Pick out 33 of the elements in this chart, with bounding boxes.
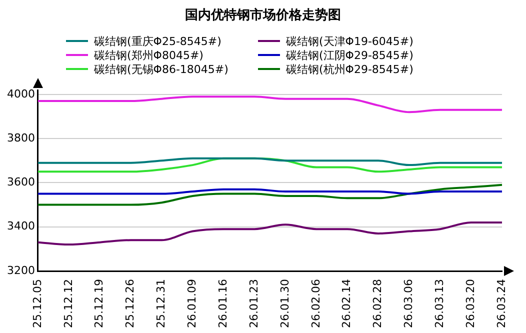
line-series	[36, 96, 503, 114]
x-tick-label: 25.12.19	[92, 279, 106, 328]
line-series	[36, 157, 503, 166]
x-tick-label: 25.12.12	[62, 279, 75, 328]
x-tick-label: 26.01.23	[247, 279, 260, 328]
x-tick-label: 26.02.06	[309, 279, 322, 328]
legend-label: 碳结钢(杭州Φ29-8545#)	[286, 62, 414, 76]
x-tick-label: 25.12.05	[30, 279, 44, 328]
line-series	[36, 184, 503, 206]
legend-label: 碳结钢(江阴Φ29-8545#)	[286, 48, 414, 62]
x-tick-label: 26.02.14	[340, 279, 354, 328]
x-tick-label: 26.03.13	[432, 279, 446, 328]
x-tick-label: 26.01.16	[216, 279, 230, 328]
x-tick-label: 26.03.24	[494, 279, 508, 328]
legend-label: 碳结钢(郑州Φ8045#)	[94, 48, 204, 62]
legend-label: 碳结钢(重庆Φ25-8545#)	[94, 34, 222, 48]
x-tick-label: 26.03.06	[402, 279, 416, 328]
legend-label: 碳结钢(天津Φ19-6045#)	[286, 34, 414, 48]
chart-title: 国内优特钢市场价格走势图	[184, 6, 342, 24]
x-tick-label: 26.01.09	[186, 279, 199, 328]
x-tick-label: 26.01.30	[278, 279, 292, 328]
x-tick-label: 25.12.31	[154, 279, 168, 328]
y-tick-label: 4000	[6, 87, 35, 100]
x-tick-label: 26.03.20	[464, 279, 477, 328]
x-tick-label: 26.02.28	[371, 279, 384, 328]
legend-label: 碳结钢(无锡Φ86-18045#)	[94, 62, 228, 76]
x-tick-label: 25.12.26	[124, 279, 137, 328]
line-series	[36, 221, 503, 246]
y-tick-label: 3800	[6, 131, 35, 144]
y-tick-label: 3600	[6, 176, 35, 189]
y-tick-label: 3400	[6, 220, 35, 233]
line-series	[36, 157, 503, 173]
y-tick-label: 3200	[6, 264, 35, 277]
